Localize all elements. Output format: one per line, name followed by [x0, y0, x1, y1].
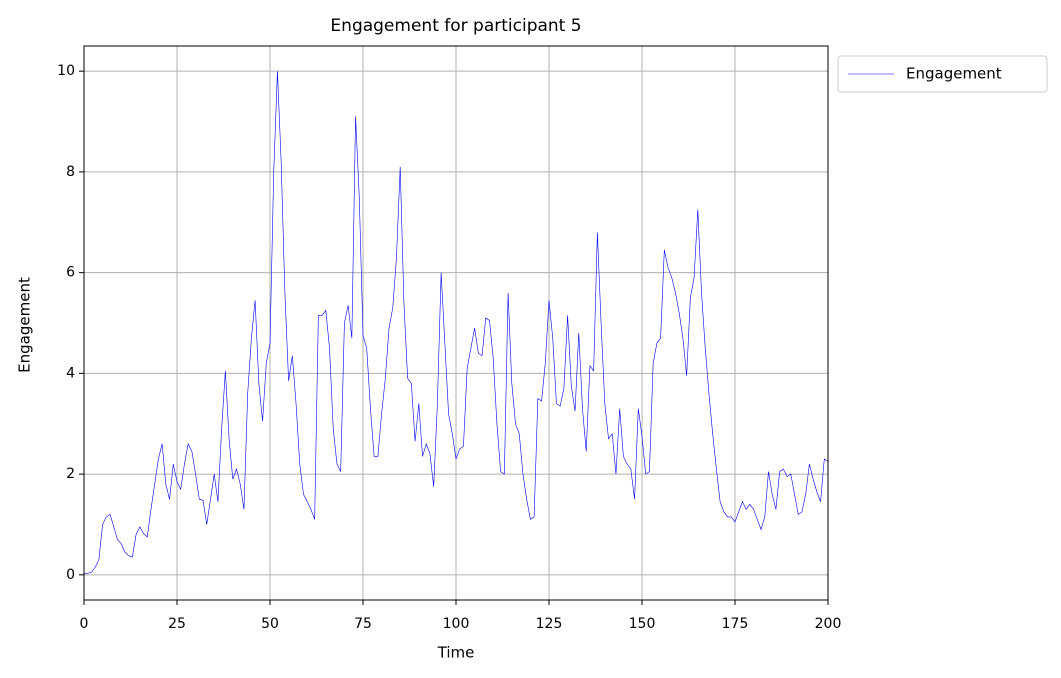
y-axis-label: Engagement [16, 277, 34, 373]
y-tick-label: 2 [66, 466, 75, 482]
legend-box [837, 55, 1048, 93]
x-tick-label: 125 [536, 616, 563, 632]
y-tick-label: 10 [57, 63, 75, 79]
x-tick-label: 0 [80, 616, 89, 632]
x-tick-label: 25 [168, 616, 186, 632]
x-tick-label: 200 [815, 616, 842, 632]
x-tick-label: 175 [722, 616, 749, 632]
x-tick-label: 50 [261, 616, 279, 632]
y-tick-label: 6 [66, 265, 75, 281]
chart-title: Engagement for participant 5 [330, 16, 581, 36]
data-line [83, 71, 829, 575]
legend-label: Engagement [906, 65, 1002, 83]
y-tick-label: 0 [66, 567, 75, 583]
x-tick-label: 100 [443, 616, 470, 632]
y-tick-label: 8 [66, 164, 75, 180]
y-tick-label: 4 [66, 365, 75, 381]
x-axis-label: Time [437, 644, 475, 662]
plot-frame [83, 45, 829, 601]
x-tick-label: 150 [629, 616, 656, 632]
x-tick-label: 75 [354, 616, 372, 632]
